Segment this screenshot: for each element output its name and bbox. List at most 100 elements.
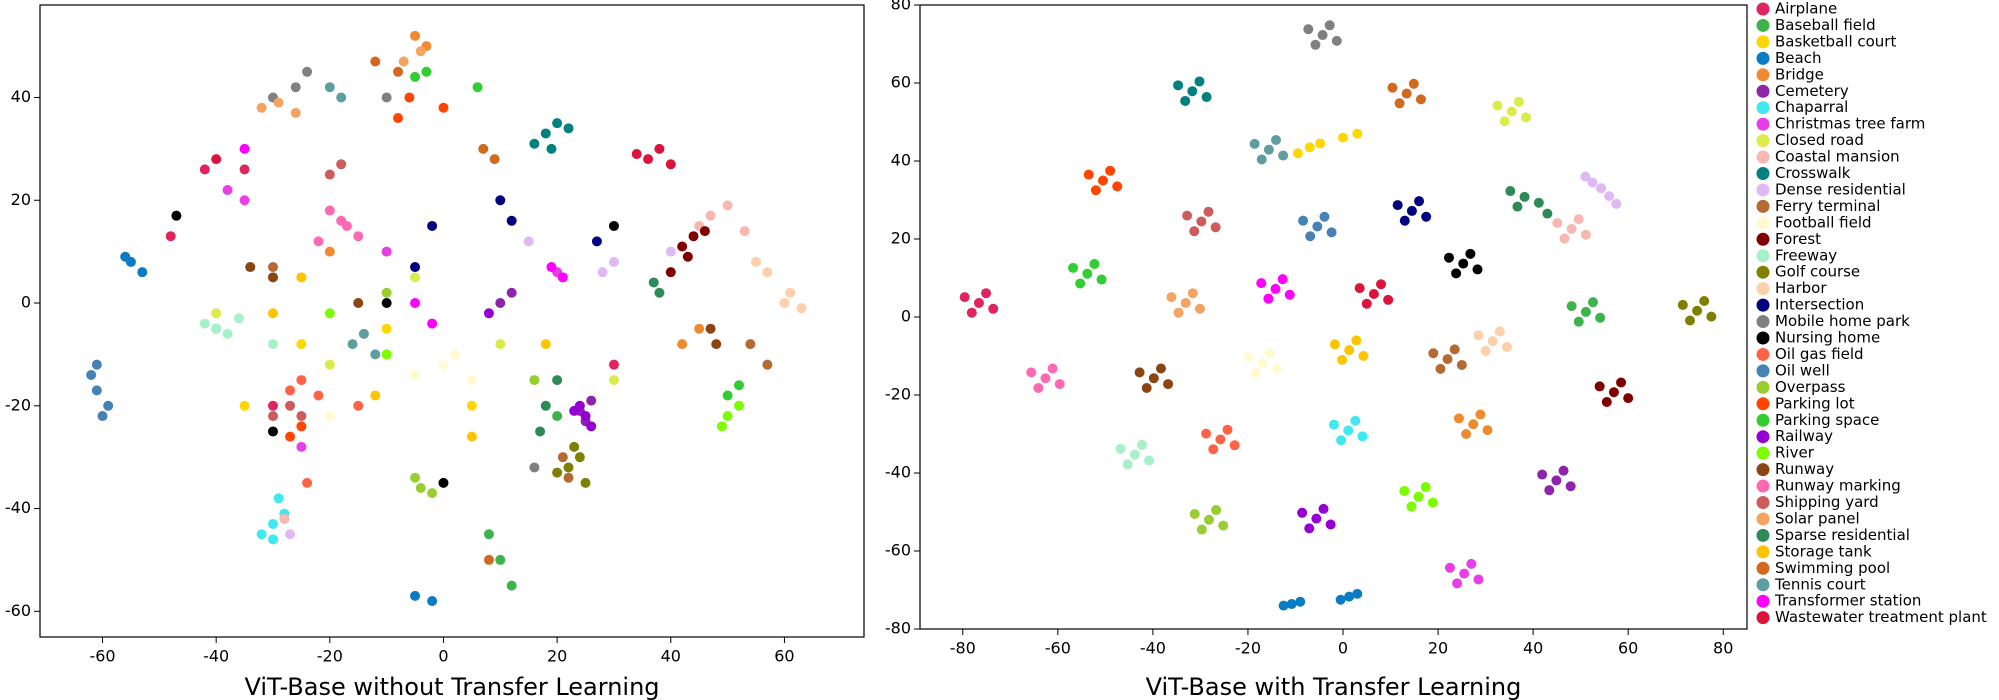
point bbox=[1427, 497, 1438, 508]
point bbox=[1494, 326, 1505, 337]
point bbox=[103, 400, 114, 411]
point bbox=[1180, 297, 1191, 308]
point bbox=[796, 303, 807, 314]
point bbox=[489, 154, 500, 165]
point bbox=[1182, 210, 1193, 221]
point bbox=[1482, 425, 1493, 436]
legend-label: Overpass bbox=[1775, 378, 1846, 396]
point bbox=[705, 210, 716, 221]
point bbox=[1304, 523, 1315, 534]
point bbox=[165, 231, 176, 242]
point bbox=[296, 339, 307, 350]
point bbox=[324, 246, 335, 257]
point bbox=[313, 236, 324, 247]
point bbox=[1501, 342, 1512, 353]
point bbox=[1292, 148, 1303, 159]
point bbox=[1357, 431, 1368, 442]
point bbox=[1551, 475, 1562, 486]
point bbox=[1537, 469, 1548, 480]
point bbox=[733, 400, 744, 411]
x-tick-label: 0 bbox=[1338, 639, 1348, 658]
point bbox=[677, 241, 688, 252]
point bbox=[1394, 98, 1405, 109]
point bbox=[1257, 358, 1268, 369]
point bbox=[535, 426, 546, 437]
point bbox=[1475, 409, 1486, 420]
legend-marker bbox=[1756, 232, 1770, 246]
legend-marker bbox=[1756, 380, 1770, 394]
legend-marker bbox=[1756, 561, 1770, 575]
legend-label: Solar panel bbox=[1775, 509, 1860, 527]
legend-label: Football field bbox=[1775, 213, 1872, 231]
y-tick-label: 40 bbox=[891, 151, 911, 170]
point bbox=[580, 411, 591, 422]
point bbox=[540, 400, 551, 411]
y-tick-label: -80 bbox=[885, 619, 911, 638]
point bbox=[506, 580, 517, 591]
point bbox=[552, 411, 563, 422]
point bbox=[1595, 312, 1606, 323]
point bbox=[1155, 363, 1166, 374]
point bbox=[1456, 359, 1467, 370]
point bbox=[1040, 373, 1051, 384]
point bbox=[1420, 482, 1431, 493]
point bbox=[1580, 306, 1591, 317]
point bbox=[97, 411, 108, 422]
point bbox=[1278, 600, 1289, 611]
point bbox=[1392, 200, 1403, 211]
point bbox=[1421, 211, 1432, 222]
point bbox=[563, 472, 574, 483]
point bbox=[1315, 138, 1326, 149]
point bbox=[381, 246, 392, 257]
legend-label: Nursing home bbox=[1775, 329, 1880, 347]
point bbox=[393, 66, 404, 77]
point bbox=[722, 200, 733, 211]
point bbox=[267, 339, 278, 350]
point bbox=[552, 467, 563, 478]
point bbox=[1270, 134, 1281, 145]
point bbox=[1173, 80, 1184, 91]
point bbox=[981, 288, 992, 299]
point bbox=[1552, 218, 1563, 229]
point bbox=[410, 71, 421, 82]
legend-label: Storage tank bbox=[1775, 542, 1872, 560]
point bbox=[1566, 301, 1577, 312]
point bbox=[1082, 268, 1093, 279]
point bbox=[608, 220, 619, 231]
legend-label: River bbox=[1775, 444, 1815, 462]
point bbox=[546, 143, 557, 154]
point bbox=[1415, 94, 1426, 105]
point bbox=[211, 308, 222, 319]
point bbox=[1492, 100, 1503, 111]
point bbox=[722, 390, 733, 401]
point bbox=[733, 380, 744, 391]
chart-title: ViT-Base with Transfer Learning bbox=[1146, 673, 1522, 700]
point bbox=[1090, 185, 1101, 196]
point bbox=[608, 359, 619, 370]
plot-frame bbox=[919, 4, 1748, 630]
point bbox=[296, 411, 307, 422]
point bbox=[1435, 363, 1446, 374]
point bbox=[1466, 558, 1477, 569]
point bbox=[495, 339, 506, 350]
legend-marker bbox=[1756, 84, 1770, 98]
point bbox=[1458, 258, 1469, 269]
legend-label: Transformer station bbox=[1774, 592, 1921, 610]
point bbox=[1344, 345, 1355, 356]
legend-marker bbox=[1756, 479, 1770, 493]
point bbox=[495, 298, 506, 309]
point bbox=[91, 359, 102, 370]
point bbox=[239, 143, 250, 154]
point bbox=[1295, 596, 1306, 607]
point bbox=[427, 220, 438, 231]
legend-marker bbox=[1756, 578, 1770, 592]
legend-label: Swimming pool bbox=[1775, 559, 1890, 577]
legend-marker bbox=[1756, 594, 1770, 608]
legend-marker bbox=[1756, 463, 1770, 477]
point bbox=[171, 210, 182, 221]
point bbox=[427, 596, 438, 607]
legend-label: Oil well bbox=[1775, 361, 1830, 379]
point bbox=[1249, 138, 1260, 149]
x-tick-label: -20 bbox=[317, 647, 343, 666]
